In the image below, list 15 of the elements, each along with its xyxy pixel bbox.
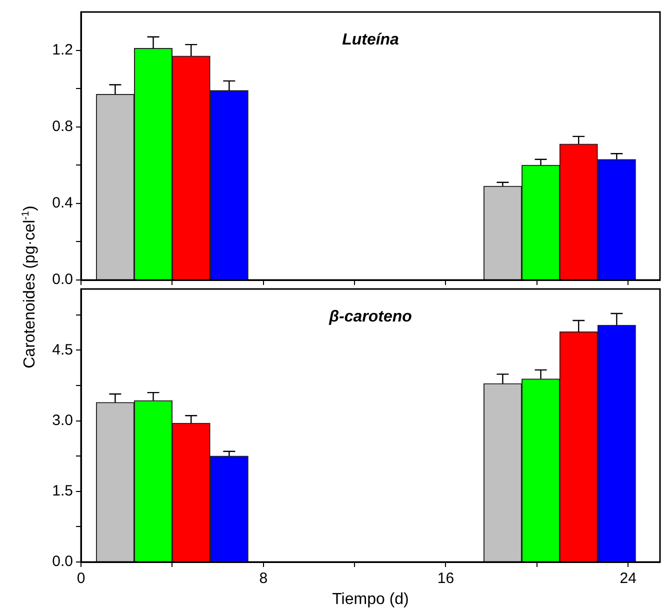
y-tick-label: 0.4 bbox=[52, 194, 73, 212]
x-tick-label: 0 bbox=[76, 570, 86, 588]
y-tick-label: 0.0 bbox=[52, 271, 73, 288]
x-tick-label: 8 bbox=[259, 570, 268, 588]
x-tick-label: 16 bbox=[437, 570, 454, 588]
y-tick-label: 0.0 bbox=[52, 553, 73, 570]
y-tick-label: 1.2 bbox=[52, 41, 73, 58]
y-tick-label: 3.0 bbox=[52, 412, 73, 429]
x-axis-title: Tiempo (d) bbox=[332, 590, 409, 608]
x-tick-label: 24 bbox=[620, 570, 636, 588]
text: Luteína bbox=[342, 31, 400, 48]
y-tick-label: 1.5 bbox=[52, 482, 73, 500]
text: β-caroteno bbox=[328, 308, 412, 326]
y-tick-label: 4.5 bbox=[52, 341, 73, 358]
y-tick-label: 0.8 bbox=[52, 118, 73, 135]
